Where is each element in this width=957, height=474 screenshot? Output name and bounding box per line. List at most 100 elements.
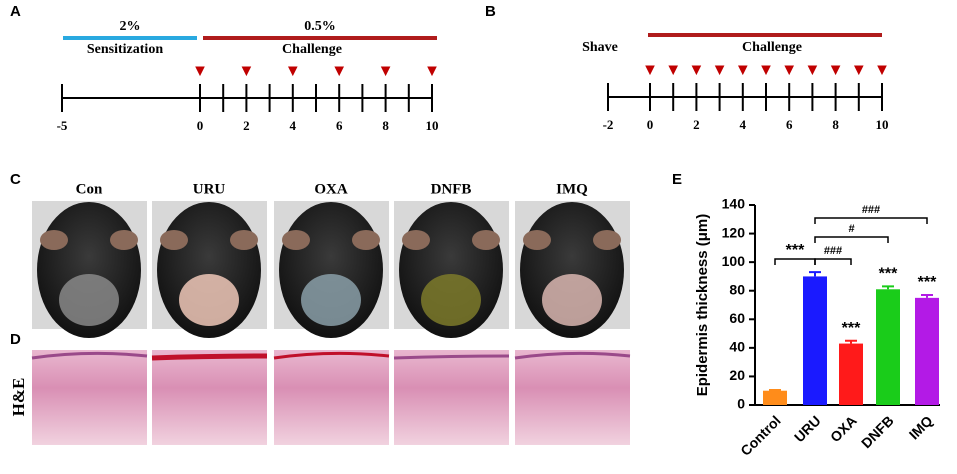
y-tick-label: 80	[729, 281, 745, 297]
group-label: URU	[193, 181, 226, 197]
bracket	[814, 217, 928, 224]
arrow	[380, 66, 391, 77]
significance: ***	[842, 320, 861, 337]
bracket-label: #	[848, 223, 854, 235]
lesion	[542, 274, 602, 326]
arrow	[737, 65, 748, 76]
tick-label: 4	[290, 118, 297, 133]
ear	[523, 230, 551, 250]
group-label: DNFB	[431, 181, 472, 197]
tick-label: 6	[336, 118, 343, 133]
arrow	[877, 65, 887, 76]
epidermis	[31, 351, 148, 360]
bracket	[814, 258, 852, 265]
epidermis	[273, 351, 390, 360]
error-bar	[809, 271, 821, 277]
ear	[472, 230, 500, 250]
bracket	[814, 236, 889, 243]
y-tick-label: 100	[722, 253, 746, 269]
arrow	[830, 65, 841, 76]
arrow	[287, 66, 298, 77]
arrow	[241, 66, 252, 77]
phase-name: Challenge	[282, 42, 342, 57]
tick-label: 10	[426, 118, 439, 133]
bar	[803, 276, 827, 405]
y-tick-label: 0	[737, 396, 745, 412]
arrow	[645, 65, 655, 76]
ear	[593, 230, 621, 250]
arrow	[334, 66, 345, 77]
stain-label: H&E	[9, 378, 28, 417]
panel-label: B	[485, 3, 496, 20]
lesion	[59, 274, 119, 326]
arrow	[761, 65, 771, 76]
x-tick-label: OXA	[827, 412, 860, 445]
bracket	[774, 258, 816, 265]
x-tick-label: Control	[737, 412, 784, 459]
histology	[274, 350, 389, 445]
y-tick-label: 140	[722, 196, 746, 212]
arrow	[427, 66, 437, 77]
significance: ***	[879, 266, 898, 283]
tick-label: 10	[876, 117, 889, 132]
tick-label: -2	[603, 117, 614, 132]
panel-label: D	[10, 331, 21, 348]
epidermis	[514, 351, 631, 360]
y-tick-label: 40	[729, 339, 745, 355]
panel-label: C	[10, 171, 21, 188]
panel-label: A	[10, 3, 21, 20]
bracket-label: ***	[786, 242, 805, 259]
tick-label: 8	[832, 117, 839, 132]
y-tick-label: 60	[729, 310, 745, 326]
group-label: IMQ	[556, 181, 588, 197]
bar	[915, 297, 939, 405]
arrow	[668, 65, 679, 76]
group-label: Con	[76, 181, 103, 197]
bracket-label: ###	[862, 204, 880, 216]
bar	[763, 390, 787, 405]
arrow	[195, 66, 205, 77]
y-axis-title: Epidermis thickness (μm)	[694, 214, 711, 397]
tick-label: 2	[243, 118, 250, 133]
histology	[152, 350, 267, 445]
phase-name: Challenge	[742, 40, 802, 55]
panel-label: E	[672, 171, 682, 188]
ear	[282, 230, 310, 250]
tick-label: 2	[693, 117, 700, 132]
phase-percent: 0.5%	[304, 19, 336, 34]
lesion	[421, 274, 481, 326]
epidermis	[393, 354, 510, 360]
group-label: OXA	[314, 181, 348, 197]
ear	[352, 230, 380, 250]
histology	[32, 350, 147, 445]
arrow	[691, 65, 702, 76]
y-tick-label: 20	[729, 367, 745, 383]
tick-label: 8	[382, 118, 389, 133]
arrow	[784, 65, 795, 76]
ear	[110, 230, 138, 250]
tick-label: 6	[786, 117, 793, 132]
x-tick-label: IMQ	[906, 412, 936, 442]
ear	[40, 230, 68, 250]
significance: ***	[918, 274, 937, 291]
y-tick-label: 120	[722, 224, 746, 240]
error-bar	[769, 389, 781, 391]
tick-label: 0	[197, 118, 204, 133]
histology	[394, 350, 509, 445]
tick-label: 0	[647, 117, 654, 132]
tick-label: 4	[740, 117, 747, 132]
phase-name: Sensitization	[87, 42, 163, 57]
x-tick-label: DNFB	[858, 412, 897, 451]
lesion	[301, 274, 361, 326]
arrow	[853, 65, 864, 76]
arrow	[714, 65, 725, 76]
error-bar	[882, 285, 894, 290]
epidermis	[151, 353, 268, 361]
histology	[515, 350, 630, 445]
ear	[402, 230, 430, 250]
bar	[876, 289, 900, 405]
error-bar	[845, 339, 857, 344]
tick-label: -5	[57, 118, 68, 133]
error-bar	[921, 294, 933, 298]
